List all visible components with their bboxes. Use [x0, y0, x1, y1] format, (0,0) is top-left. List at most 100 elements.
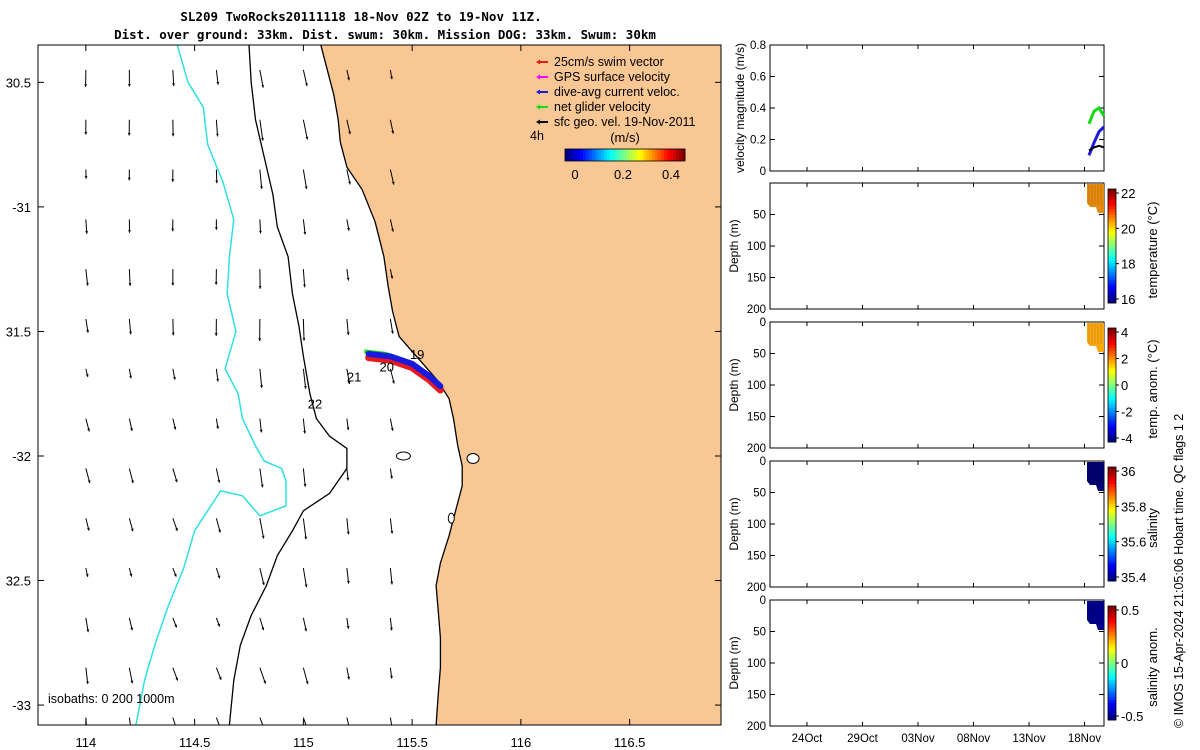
panel-ylabel: Depth (m): [727, 358, 741, 411]
sfc-geo-arrow: [259, 368, 263, 388]
panel-ytick-label: 100: [747, 658, 766, 670]
sfc-geo-arrow: [172, 717, 176, 725]
sfc-geo-arrow: [389, 368, 395, 384]
sfc-geo-arrow: [346, 468, 350, 481]
panel-colorbar-tick-label: 16: [1121, 292, 1135, 307]
sfc-geo-arrow: [128, 368, 132, 379]
panel-colorbar-cell: [1108, 208, 1116, 213]
sfc-geo-arrow: [389, 468, 393, 479]
sfc-geo-arrow: [172, 468, 178, 483]
panel-colorbar-cell: [1108, 300, 1116, 304]
panel-colorbar-cell: [1108, 203, 1116, 207]
panel-colorbar-cell: [1108, 350, 1116, 355]
panel-colorbar-cell: [1108, 189, 1116, 193]
panel-ytick-label: 0.2: [750, 135, 766, 147]
panel-colorbar-cell: [1108, 333, 1116, 337]
panel-colorbar-cell: [1108, 606, 1116, 610]
panel-ytick-label: 0.4: [750, 103, 767, 115]
panel-ylabel: Depth (m): [727, 497, 741, 550]
panel-colorbar-cell: [1108, 674, 1116, 678]
sfc-geo-arrow: [215, 119, 219, 137]
panel-colorbar-cell: [1108, 569, 1116, 573]
sfc-geo-arrow: [214, 219, 218, 230]
panel-colorbar: 22 20 18 16 temperature (°C): [1107, 186, 1160, 307]
panel-colorbar-cell: [1108, 566, 1116, 570]
legend-entry: 25cm/s swim vector: [536, 55, 664, 69]
panel-colorbar-cell: [1108, 345, 1116, 349]
sfc-geo-arrow: [389, 318, 394, 334]
panel-2: 0 50 100 150 200 Depth (m) 4 2 0 -2 -4 temp. anom. …: [727, 317, 1160, 455]
sfc-geo-arrow: [346, 418, 350, 431]
panel-colorbar-cell: [1108, 702, 1116, 707]
panel-ytick-label: 50: [753, 210, 766, 222]
panel-colorbar-cell: [1108, 280, 1116, 284]
sfc-geo-arrow: [302, 219, 307, 235]
panel-colorbar-cell: [1108, 663, 1116, 667]
panel-colorbar-cell: [1108, 385, 1116, 389]
panel-colorbar-cell: [1108, 549, 1116, 553]
panel-xtick-label: 18Nov: [1068, 733, 1101, 745]
panel-frame: [769, 321, 1105, 449]
sfc-geo-arrow: [259, 69, 265, 88]
colorbar-cell: [607, 149, 611, 161]
legend-entry: net glider velocity: [536, 100, 651, 114]
panel-colorbar-cell: [1108, 657, 1116, 661]
panel-colorbar-cell: [1108, 504, 1116, 508]
sfc-geo-arrow: [302, 667, 309, 685]
panel-colorbar-cell: [1108, 430, 1116, 434]
sfc-geo-arrow: [171, 119, 175, 137]
panel-colorbar-cell: [1108, 422, 1116, 426]
panel-colorbar-label: temp. anom. (°C): [1145, 339, 1160, 438]
panel-ytick-label: 100: [747, 380, 766, 392]
map-xtick-label: 115: [293, 735, 314, 750]
panel-colorbar-cell: [1108, 506, 1116, 511]
sfc-geo-arrow: [389, 617, 393, 631]
panel-colorbar-cell: [1108, 257, 1116, 261]
panel-xtick-label: 29Oct: [847, 733, 878, 745]
sfc-geo-arrow: [259, 418, 263, 433]
sfc-geo-arrow: [215, 667, 222, 681]
panel-colorbar-cell: [1108, 489, 1116, 494]
sfc-geo-arrow: [85, 418, 90, 432]
panel-ytick-label: 50: [753, 349, 766, 361]
panel-colorbar-cell: [1108, 217, 1116, 221]
panel-colorbar-cell: [1108, 680, 1116, 684]
sfc-geo-arrow: [389, 518, 394, 534]
panel-colorbar-cell: [1108, 651, 1116, 655]
panel-colorbar-frame: [1107, 466, 1117, 582]
panel-colorbar-cell: [1108, 512, 1116, 516]
sfc-geo-arrow: [85, 617, 90, 633]
panel-colorbar-cell: [1108, 631, 1116, 635]
panel-colorbar-cell: [1108, 387, 1116, 392]
panel-colorbar-cell: [1108, 291, 1116, 295]
day-labels: 19 20 21 22: [308, 347, 425, 412]
colorbar-cell: [589, 149, 593, 161]
sfc-geo-arrow: [346, 667, 351, 680]
panel-colorbar-tick-label: -2: [1121, 405, 1133, 420]
profile-data: [1087, 462, 1104, 491]
colorbar-cell: [661, 149, 665, 161]
map-panel: 19 20 21 22 114 114.5 115 115.5 116 116.5 30.5 -31…: [6, 44, 722, 750]
panel-colorbar-cell: [1108, 524, 1116, 528]
sfc-geo-arrow: [302, 318, 306, 341]
panel-colorbar-cell: [1108, 481, 1116, 485]
sfc-geo-arrow: [302, 567, 308, 588]
sfc-geo-arrow: [389, 219, 394, 232]
sfc-geo-arrow: [215, 169, 219, 184]
panel-colorbar-cell: [1108, 467, 1116, 471]
colorbar-cell: [640, 149, 644, 161]
panel-colorbar-cell: [1108, 563, 1116, 568]
colorbar-cell: [601, 149, 605, 161]
panel-colorbar-cell: [1108, 234, 1116, 238]
panel-colorbar-cell: [1108, 214, 1116, 218]
sfc-geo-arrow: [85, 518, 90, 531]
panel-colorbar-cell: [1108, 620, 1116, 624]
panel-colorbar-cell: [1108, 362, 1116, 366]
panel-colorbar-cell: [1108, 535, 1116, 539]
sfc-geo-arrow: [258, 318, 262, 341]
colorbar-cell: [670, 149, 674, 161]
sfc-geo-arrow: [84, 69, 88, 87]
colorbar-cell: [616, 149, 620, 161]
velocity-series-2: [1088, 144, 1105, 152]
